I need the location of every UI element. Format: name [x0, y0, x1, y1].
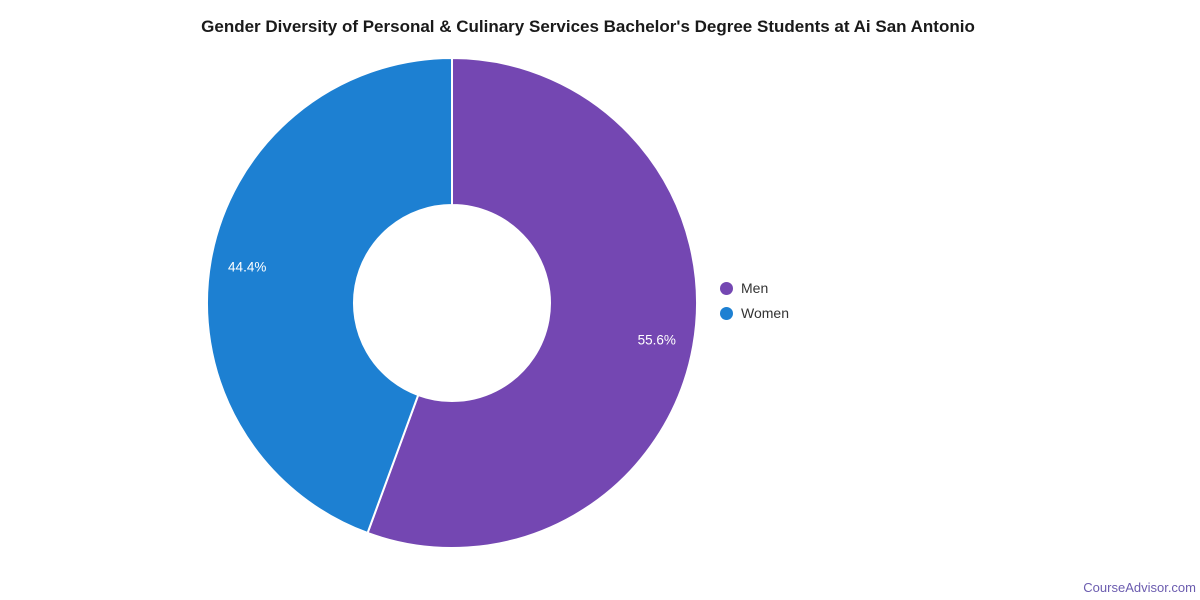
- watermark-link[interactable]: CourseAdvisor.com: [1083, 580, 1196, 595]
- slice-label-women: 44.4%: [228, 260, 266, 275]
- legend-item-women[interactable]: Women: [720, 304, 789, 322]
- chart-title: Gender Diversity of Personal & Culinary …: [201, 17, 975, 36]
- slice-label-men: 55.6%: [638, 332, 676, 347]
- pie-slice-men[interactable]: [366, 58, 697, 548]
- donut-chart: 55.6% 44.4%: [207, 58, 697, 548]
- legend-label-men: Men: [741, 280, 769, 296]
- legend: Men Women: [720, 279, 789, 329]
- legend-marker-women-icon: [720, 306, 733, 320]
- legend-label-women: Women: [741, 305, 789, 321]
- pie-slice-women[interactable]: [207, 58, 453, 535]
- donut-chart-area: 55.6% 44.4%: [207, 58, 697, 548]
- legend-item-men[interactable]: Men: [720, 279, 789, 297]
- legend-marker-men-icon: [720, 281, 733, 295]
